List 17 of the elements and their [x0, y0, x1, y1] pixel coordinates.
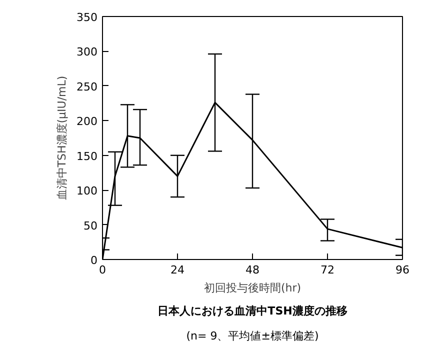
- x-tick-label: 72: [320, 264, 334, 276]
- y-tick-label: 200: [76, 115, 98, 128]
- y-tick-label: 150: [76, 150, 98, 163]
- y-tick-label: 350: [76, 11, 98, 24]
- text: (n= 9、平均値±標準偏差): [186, 330, 319, 342]
- x-axis-title: 初回投与後時間(hr): [204, 282, 302, 294]
- y-tick-label: 0: [90, 254, 98, 267]
- x-tick-label: 24: [170, 264, 184, 276]
- x-tick-label: 96: [396, 264, 410, 276]
- y-tick-label: 100: [76, 184, 98, 198]
- x-tick-label: 0: [99, 264, 106, 276]
- y-tick-label: 50: [84, 219, 98, 232]
- y-tick-label: 250: [76, 80, 98, 94]
- y-axis-title: 血清中TSH濃度(μIU/mL): [56, 76, 69, 200]
- text: 日本人における血清中TSH濃度の推移: [158, 304, 348, 318]
- x-tick-label: 48: [246, 264, 260, 276]
- y-tick-label: 300: [76, 46, 98, 59]
